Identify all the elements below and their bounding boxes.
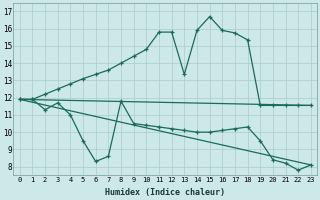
X-axis label: Humidex (Indice chaleur): Humidex (Indice chaleur) xyxy=(105,188,225,197)
